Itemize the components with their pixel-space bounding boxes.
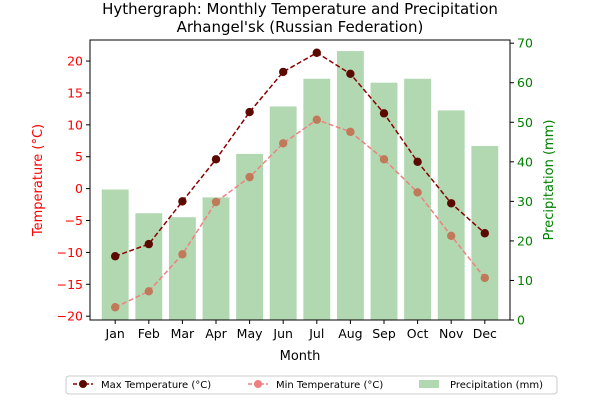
- precipitation-bar: [168, 217, 196, 320]
- x-tick-label: Dec: [473, 326, 497, 341]
- max-temperature-point: [447, 199, 456, 208]
- y-tick-label-right: 50: [517, 115, 533, 130]
- legend: Max Temperature (°C) Min Temperature (°C…: [65, 375, 558, 395]
- min-temperature-point: [480, 273, 489, 283]
- max-temperature-point: [111, 252, 120, 261]
- min-temperature-point: [178, 250, 187, 259]
- axes: −20 −15 −10 −5 0 5 10 15 20 0 10 20 30 40 50 60 70 Jan Feb…: [57, 36, 533, 341]
- min-temperature-point: [312, 115, 321, 124]
- y-tick-label-left: 0: [75, 181, 83, 196]
- max-temperature-point: [312, 48, 321, 57]
- max-temperature-point: [245, 107, 254, 117]
- x-tick-label: Jan: [105, 326, 125, 341]
- min-temperature-point: [346, 127, 355, 137]
- x-tick-label: Aug: [338, 326, 362, 341]
- x-tick-label: Sep: [372, 326, 396, 341]
- precipitation-bar: [135, 213, 163, 320]
- max-temperature-line: [114, 51, 486, 257]
- min-temperature-point: [144, 287, 153, 296]
- min-temperature-point: [379, 155, 389, 164]
- min-temperature-point: [211, 197, 221, 207]
- min-temperature-point: [245, 172, 254, 182]
- precipitation-bar: [437, 110, 465, 320]
- legend-swatch-precip: [419, 380, 439, 388]
- min-temperature-point: [111, 303, 120, 312]
- y-tick-label-left: 5: [75, 149, 83, 164]
- y-tick-label-left: −20: [57, 309, 83, 324]
- x-tick-label: May: [237, 326, 263, 341]
- y-tick-label-right: 20: [517, 233, 533, 248]
- max-temperature-point: [279, 67, 288, 77]
- legend-marker-max: [79, 380, 87, 388]
- legend-marker-min: [254, 380, 262, 388]
- y-tick-label-left: 20: [67, 54, 83, 69]
- legend-label-max: Max Temperature (°C): [101, 380, 211, 391]
- max-temperature-point: [379, 109, 389, 118]
- precipitation-bar: [404, 78, 432, 320]
- y-tick-label-right: 30: [517, 194, 533, 209]
- y-tick-label-right: 60: [517, 75, 533, 90]
- max-temperature-point: [346, 69, 355, 79]
- y-tick-label-right: 0: [517, 313, 525, 328]
- precipitation-bar: [303, 78, 331, 320]
- min-temperature-point: [447, 231, 456, 241]
- y-tick-label-left: 10: [67, 117, 83, 132]
- max-temperature-point: [211, 155, 221, 164]
- y-tick-label-right: 70: [517, 36, 533, 51]
- x-tick-label: Oct: [407, 326, 429, 341]
- legend-label-min: Min Temperature (°C): [276, 380, 383, 391]
- max-temperature-point: [178, 197, 187, 206]
- x-tick-label: Mar: [171, 326, 195, 341]
- y-tick-label-right: 10: [517, 273, 533, 288]
- y-tick-label-left: −15: [57, 277, 83, 292]
- precipitation-bar: [269, 106, 297, 321]
- precipitation-bars: [101, 51, 499, 321]
- max-temperature-point: [480, 229, 489, 238]
- x-tick-label: Nov: [439, 326, 464, 341]
- y-axis-label-right: Precipitation (mm): [542, 120, 557, 241]
- y-tick-label-left: −5: [65, 213, 83, 228]
- x-axis-label: Month: [280, 349, 321, 364]
- x-tick-label: Jun: [272, 326, 293, 341]
- precipitation-bar: [202, 197, 230, 320]
- precipitation-bar: [370, 82, 398, 321]
- x-tick-label: Feb: [138, 326, 160, 341]
- precipitation-bar: [236, 153, 264, 320]
- temperature-lines: [111, 48, 489, 312]
- precipitation-bar: [336, 51, 364, 320]
- chart-subtitle: Arhangel'sk (Russian Federation): [177, 18, 424, 36]
- max-temperature-point: [144, 239, 153, 249]
- x-tick-label: Apr: [205, 326, 227, 341]
- legend-label-precip: Precipitation (mm): [450, 380, 543, 391]
- plot-frame: [89, 39, 511, 321]
- x-tick-label: Jul: [308, 326, 324, 341]
- min-temperature-point: [279, 139, 288, 148]
- min-temperature-point: [413, 188, 422, 197]
- chart-title: Hythergraph: Monthly Temperature and Pre…: [102, 0, 498, 18]
- y-axis-label-left: Temperature (°C): [31, 124, 46, 237]
- max-temperature-point: [413, 157, 422, 167]
- y-tick-label-left: −10: [57, 245, 83, 260]
- min-temperature-line: [114, 118, 486, 308]
- y-tick-label-right: 40: [517, 154, 533, 169]
- y-tick-label-left: 15: [67, 85, 83, 100]
